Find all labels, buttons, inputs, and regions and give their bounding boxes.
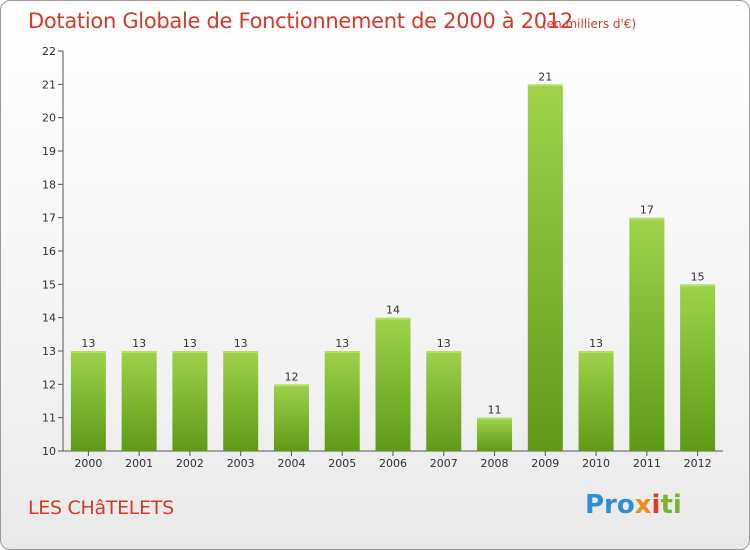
data-label: 13 (183, 337, 197, 350)
y-tick-label: 11 (42, 412, 56, 425)
data-label: 13 (234, 337, 248, 350)
chart-unit: (en milliers d'€) (542, 17, 637, 31)
bar-highlight (273, 384, 309, 387)
x-tick-label: 2002 (176, 457, 204, 470)
commune-name: LES CHâTELETS (28, 497, 174, 519)
bar (629, 217, 665, 451)
x-tick-label: 2012 (684, 457, 712, 470)
bar (324, 351, 360, 451)
data-label: 12 (284, 370, 298, 383)
data-label: 14 (386, 304, 400, 317)
x-tick-label: 2010 (582, 457, 610, 470)
bar-highlight (680, 284, 716, 287)
data-label: 17 (640, 204, 654, 217)
logo-part-3: i (651, 490, 661, 520)
bar-highlight (324, 351, 360, 353)
y-tick-label: 15 (42, 278, 56, 291)
bar-highlight (121, 351, 157, 353)
bar (680, 284, 716, 451)
x-tick-label: 2009 (531, 457, 559, 470)
data-label: 13 (437, 337, 451, 350)
bar (477, 417, 513, 451)
bar-highlight (172, 351, 208, 353)
bar-highlight (629, 217, 665, 220)
bar-highlight (527, 84, 563, 87)
data-label: 11 (488, 404, 502, 417)
chart-title: Dotation Globale de Fonctionnement de 20… (28, 9, 573, 33)
bar (527, 84, 563, 451)
y-tick-label: 20 (42, 112, 56, 125)
y-tick-label: 14 (42, 312, 56, 325)
proxiti-logo[interactable]: Proxiti (585, 490, 682, 520)
x-tick-label: 2001 (125, 457, 153, 470)
logo-part-1: Pro (585, 490, 635, 520)
bar (223, 351, 259, 451)
y-tick-label: 21 (42, 78, 56, 91)
bar (172, 351, 208, 451)
x-tick-label: 2004 (277, 457, 305, 470)
data-label: 13 (81, 337, 95, 350)
bar (273, 384, 309, 451)
y-tick-label: 19 (42, 145, 56, 158)
x-tick-label: 2007 (430, 457, 458, 470)
bar-highlight (70, 351, 106, 353)
x-tick-label: 2000 (74, 457, 102, 470)
bar-highlight (578, 351, 614, 353)
x-tick-label: 2003 (227, 457, 255, 470)
x-tick-label: 2008 (481, 457, 509, 470)
data-label: 13 (589, 337, 603, 350)
data-label: 21 (538, 70, 552, 83)
bar (121, 351, 157, 451)
logo-part-4: ti (660, 490, 682, 520)
logo-part-2: x (634, 490, 652, 520)
data-label: 13 (132, 337, 146, 350)
bar (375, 317, 411, 451)
bar (426, 351, 462, 451)
bar-highlight (223, 351, 259, 353)
y-tick-label: 18 (42, 178, 56, 191)
y-tick-label: 17 (42, 212, 56, 225)
data-label: 15 (691, 270, 705, 283)
y-tick-label: 12 (42, 378, 56, 391)
bar-highlight (477, 417, 513, 420)
y-tick-label: 10 (42, 445, 56, 458)
y-tick-label: 16 (42, 245, 56, 258)
data-label: 13 (335, 337, 349, 350)
x-tick-label: 2005 (328, 457, 356, 470)
x-tick-label: 2011 (633, 457, 661, 470)
y-tick-label: 22 (42, 45, 56, 58)
bar (578, 351, 614, 451)
bar-highlight (375, 317, 411, 320)
bar (70, 351, 106, 451)
x-tick-label: 2006 (379, 457, 407, 470)
y-tick-label: 13 (42, 345, 56, 358)
bar-highlight (426, 351, 462, 353)
